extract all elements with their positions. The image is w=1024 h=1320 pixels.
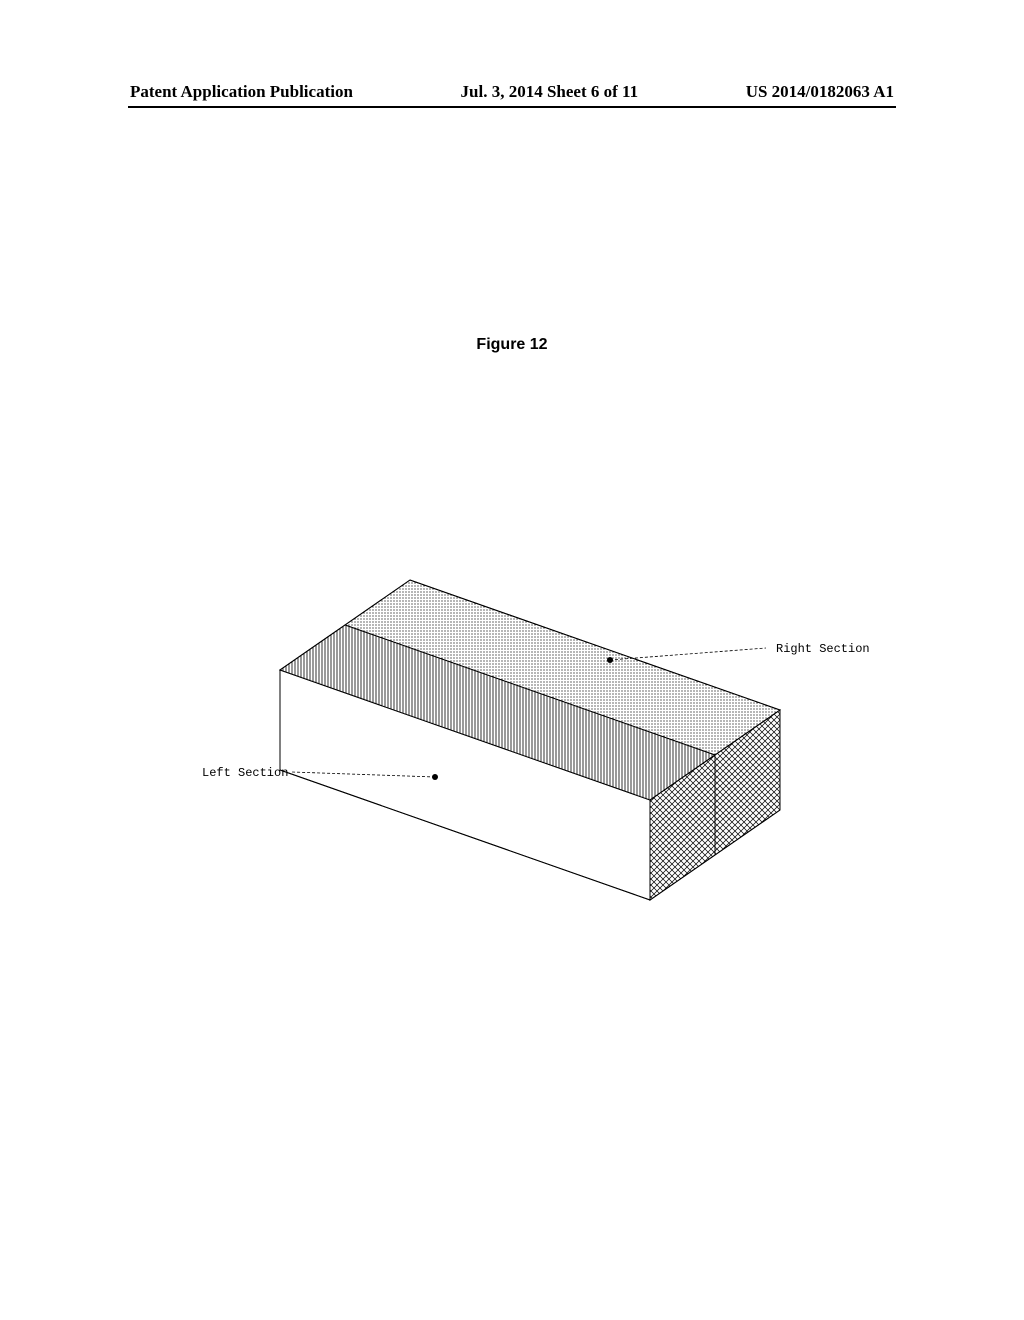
header-center: Jul. 3, 2014 Sheet 6 of 11 [461, 82, 639, 102]
header-divider [128, 106, 896, 108]
header-left: Patent Application Publication [130, 82, 353, 102]
figure-label: Figure 12 [0, 336, 1024, 354]
header-right: US 2014/0182063 A1 [746, 82, 894, 102]
annot-left-section: Left Section [202, 766, 288, 780]
leader-left-dot [432, 774, 438, 780]
figure-diagram: Right Section Left Section [180, 540, 840, 940]
annot-right-section: Right Section [776, 642, 870, 656]
leader-right-dot [607, 657, 613, 663]
